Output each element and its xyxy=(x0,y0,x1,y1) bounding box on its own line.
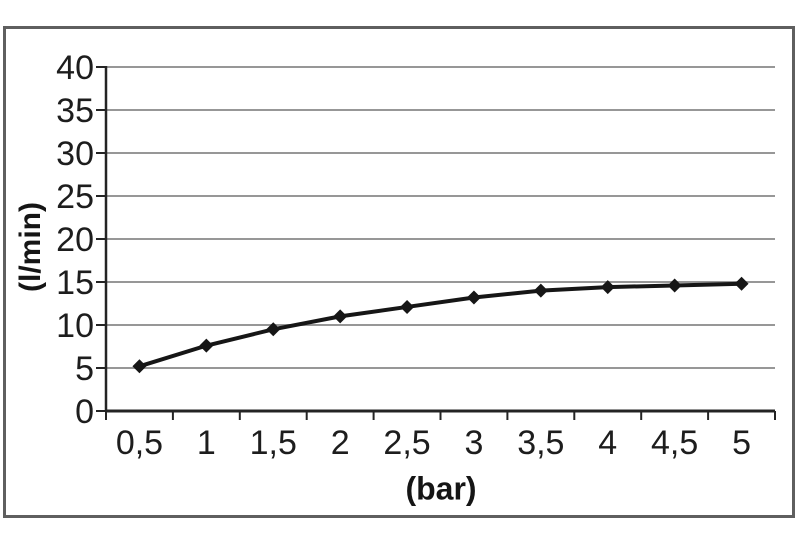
data-point-marker xyxy=(333,309,348,324)
data-point-marker xyxy=(132,359,147,374)
x-tick-label: 3 xyxy=(464,424,483,462)
y-axis-title: (l/min) xyxy=(14,202,47,292)
flow-rate-line xyxy=(137,281,744,369)
data-point-marker xyxy=(266,322,281,337)
data-point-marker xyxy=(400,299,415,314)
y-tick-label: 10 xyxy=(56,307,94,345)
y-tick-label: 35 xyxy=(56,92,94,130)
x-tick-label: 4 xyxy=(598,424,617,462)
x-tick-label: 2 xyxy=(331,424,350,462)
data-point-marker xyxy=(734,276,749,291)
x-tick-label: 2,5 xyxy=(383,424,430,462)
data-point-marker xyxy=(466,290,481,305)
y-tick-label: 40 xyxy=(56,49,94,87)
x-tick-label: 1 xyxy=(197,424,216,462)
y-tick-label: 25 xyxy=(56,178,94,216)
data-point-marker xyxy=(667,278,682,293)
y-tick-label: 15 xyxy=(56,264,94,302)
y-tick-label: 5 xyxy=(75,350,94,388)
x-tick-label: 0,5 xyxy=(116,424,163,462)
x-tick-label: 3,5 xyxy=(517,424,564,462)
x-tick-label: 1,5 xyxy=(250,424,297,462)
x-tick-label: 5 xyxy=(732,424,751,462)
data-point-marker xyxy=(600,280,615,295)
data-point-marker xyxy=(533,283,548,298)
y-tick-label: 0 xyxy=(75,393,94,431)
chart-frame xyxy=(3,26,795,518)
data-point-marker xyxy=(199,338,214,353)
x-tick-label: 4,5 xyxy=(651,424,698,462)
y-tick-label: 30 xyxy=(56,135,94,173)
x-axis-title: (bar) xyxy=(405,470,477,507)
y-tick-label: 20 xyxy=(56,221,94,259)
